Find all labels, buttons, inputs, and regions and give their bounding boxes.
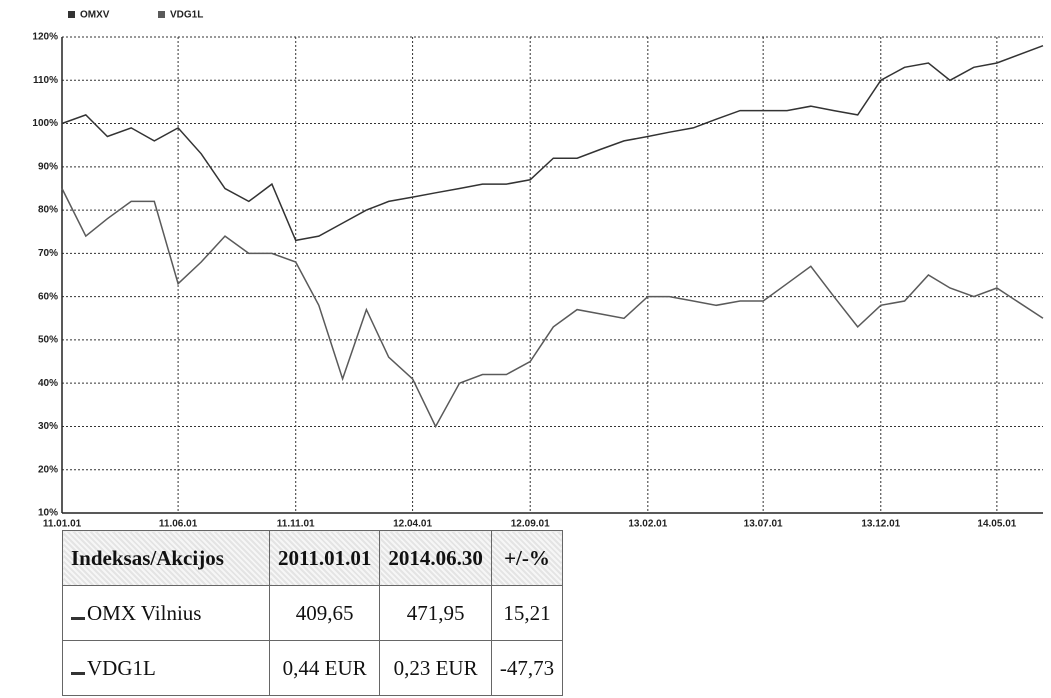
header-cell: +/-%	[490, 530, 564, 586]
x-tick-label: 13.02.01	[628, 519, 667, 530]
cell: -47,73	[490, 640, 564, 696]
legend-label: VDG1L	[170, 10, 203, 21]
y-tick-label: 80%	[38, 205, 58, 216]
y-tick-label: 60%	[38, 291, 58, 302]
y-tick-label: 50%	[38, 335, 58, 346]
line-icon	[71, 671, 85, 675]
line-icon	[71, 616, 85, 620]
x-tick-label: 11.01.01	[43, 519, 82, 530]
y-tick-label: 40%	[38, 378, 58, 389]
summary-table: Indeksas/Akcijos 2011.01.01 2014.06.30 +…	[62, 530, 564, 696]
y-tick-label: 10%	[38, 508, 58, 519]
legend-swatch	[158, 11, 165, 18]
cell: 0,23 EUR	[379, 640, 492, 696]
series-line	[61, 188, 1044, 429]
x-tick-label: 13.12.01	[861, 519, 900, 530]
x-tick-label: 11.11.01	[277, 519, 315, 530]
table-header: Indeksas/Akcijos 2011.01.01 2014.06.30 +…	[62, 530, 564, 586]
x-tick-label: 12.09.01	[511, 519, 550, 530]
cell: 15,21	[490, 585, 564, 641]
row-name-cell: OMX Vilnius	[62, 585, 270, 641]
y-tick-label: 70%	[38, 248, 58, 259]
y-tick-label: 90%	[38, 161, 58, 172]
cell: 409,65	[268, 585, 381, 641]
row-name-cell: VDG1L	[62, 640, 270, 696]
table-row: VDG1L 0,44 EUR 0,23 EUR -47,73	[62, 640, 564, 696]
row-name: VDG1L	[87, 655, 156, 680]
cell: 0,44 EUR	[268, 640, 381, 696]
table-row: OMX Vilnius 409,65 471,95 15,21	[62, 585, 564, 641]
row-name: OMX Vilnius	[87, 600, 202, 625]
legend-label: OMXV	[80, 10, 110, 21]
y-tick-label: 110%	[33, 75, 58, 86]
header-cell: Indeksas/Akcijos	[62, 530, 270, 586]
y-tick-label: 120%	[32, 32, 58, 43]
header-cell: 2011.01.01	[268, 530, 381, 586]
cell: 471,95	[379, 585, 492, 641]
header-cell: 2014.06.30	[379, 530, 492, 586]
x-tick-label: 12.04.01	[393, 519, 432, 530]
chart: 10% 20% 30% 40% 50% 60% 70% 80% 90% 100% 110% 120% 1…	[32, 10, 1044, 530]
y-tick-label: 20%	[38, 464, 58, 475]
x-tick-label: 11.06.01	[159, 519, 198, 530]
legend-swatch	[68, 11, 75, 18]
x-tick-label: 13.07.01	[744, 519, 783, 530]
x-tick-label: 14.05.01	[977, 519, 1016, 530]
y-tick-label: 100%	[32, 118, 58, 129]
y-tick-label: 30%	[38, 421, 58, 432]
series-line	[61, 44, 1044, 242]
